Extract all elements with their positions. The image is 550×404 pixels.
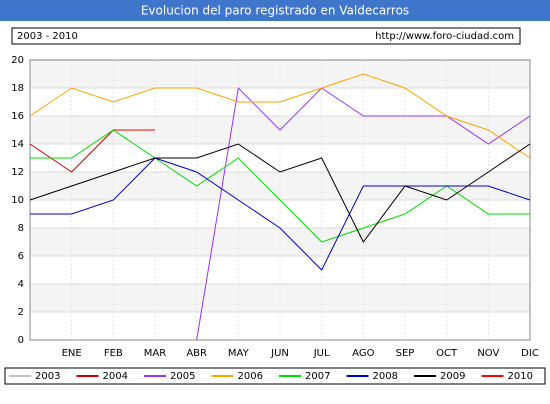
x-tick-label: OCT	[436, 348, 458, 359]
legend-box	[4, 367, 546, 385]
x-tick-label: SEP	[396, 348, 415, 359]
x-tick-label: AGO	[352, 348, 374, 359]
y-tick-label: 12	[11, 167, 24, 178]
legend-label: 2005	[170, 371, 195, 382]
title-bar	[0, 0, 550, 21]
legend-label: 2007	[305, 371, 330, 382]
subtitle: 2003 - 2010	[17, 31, 78, 42]
series-line	[29, 73, 531, 159]
legend-label: 2004	[103, 371, 128, 382]
x-tick-label: ENE	[62, 348, 82, 359]
y-tick-label: 0	[18, 335, 24, 346]
x-tick-label: MAR	[144, 348, 166, 359]
y-tick-label: 4	[18, 279, 24, 290]
x-tick-label: DIC	[521, 348, 539, 359]
x-tick-label: NOV	[477, 348, 499, 359]
y-tick-label: 16	[11, 111, 24, 122]
y-tick-label: 20	[11, 55, 24, 66]
chart-title: Evolucion del paro registrado en Valdeca…	[141, 4, 409, 18]
x-tick-label: MAY	[228, 348, 250, 359]
x-tick-label: FEB	[104, 348, 123, 359]
y-tick-label: 6	[18, 251, 24, 262]
source: http://www.foro-ciudad.com	[375, 31, 514, 42]
series-line	[29, 143, 531, 243]
x-tick-label: ABR	[186, 348, 207, 359]
legend-label: 2009	[440, 371, 465, 382]
y-tick-label: 2	[18, 307, 24, 318]
legend-label: 2006	[238, 371, 263, 382]
series-line	[29, 129, 114, 173]
legend-label: 2008	[373, 371, 398, 382]
y-tick-label: 8	[18, 223, 24, 234]
legend-label: 2010	[508, 371, 533, 382]
x-tick-label: JUN	[270, 348, 289, 359]
legend-label: 2003	[35, 371, 60, 382]
y-tick-label: 18	[11, 83, 24, 94]
series-line	[30, 157, 531, 271]
y-tick-label: 14	[11, 139, 24, 150]
y-tick-label: 10	[11, 195, 24, 206]
subtitle-box	[11, 27, 521, 45]
x-tick-label: JUL	[313, 348, 330, 359]
